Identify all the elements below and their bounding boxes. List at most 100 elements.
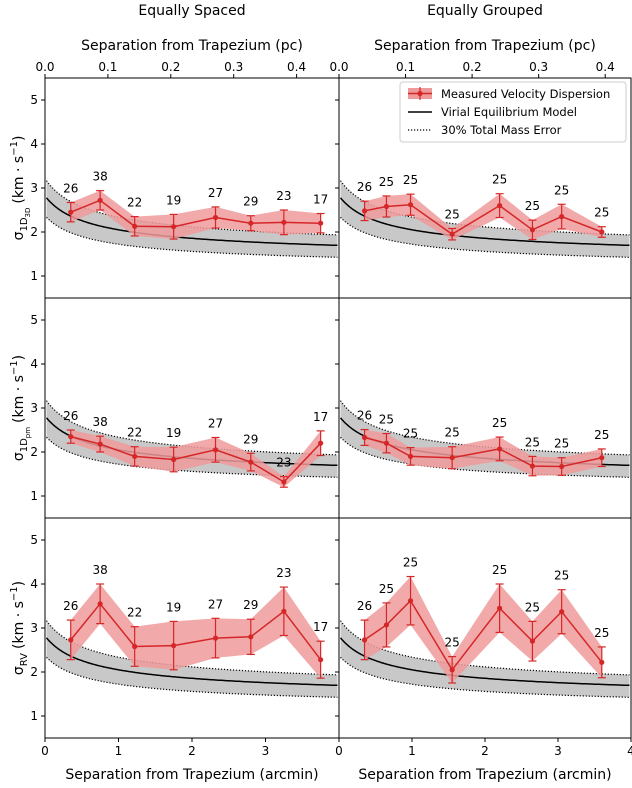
bottom-tick-label: 3 [262,744,270,758]
measured-line [364,203,603,236]
bottom-tick-label: 4 [627,744,632,758]
measured-band [70,430,321,488]
model-upper-bound [340,620,630,676]
count-label: 25 [492,563,507,577]
y-label-unit: (km · s [11,601,27,649]
model-line [45,197,338,247]
count-label: 38 [92,563,107,577]
y-tick-label: 3 [30,401,38,415]
measured-line [70,435,322,483]
count-label: 25 [554,437,569,451]
data-point [383,440,390,446]
top-axis-label-right: Separation from Trapezium (pc) [374,38,596,54]
y-label-unit: (km · s [11,156,27,204]
y-tick-label: 3 [30,181,38,195]
data-point [559,214,565,220]
bottom-tick-label: 0 [41,744,49,758]
column-title-left: Equally Spaced [138,3,245,19]
legend-error-label: 30% Total Mass Error [441,123,562,137]
measured-band [364,193,602,240]
count-label: 25 [594,428,609,442]
data-point [97,197,103,203]
top-axis-label-left: Separation from Trapezium (pc) [81,38,303,54]
data-point [559,463,565,470]
y-tick-label: 1 [30,489,38,503]
data-point [97,441,103,447]
data-point [559,609,565,615]
panel-frame [44,77,340,299]
data-point [361,208,368,214]
bottom-tick-label: 1 [115,744,123,758]
data-point [68,209,74,215]
model-error-band [46,620,338,698]
panel-1-1: 26 25 25 25 25 25 25 25 [335,297,632,519]
measured-band [70,584,321,679]
count-label: 27 [208,597,223,611]
count-label: 26 [357,599,372,613]
column-title-right: Equally Grouped [427,3,543,19]
panel-plot-area [339,575,630,698]
panel-plot-area [45,400,338,488]
bottom-tick-label: 1 [408,744,416,758]
y-label-subsub: pm [24,427,32,438]
data-point [407,202,414,208]
data-point [212,447,219,453]
count-label: 26 [63,409,78,423]
y-label-sub: 1D [19,217,30,231]
panel-plot-area [45,180,338,258]
y-label-sub: RV [19,653,30,666]
model-line [45,637,338,687]
model-line [339,637,630,687]
count-label: 17 [313,193,328,207]
count-label: 19 [166,426,181,440]
data-point [449,231,455,237]
data-point [132,643,138,650]
count-label: 27 [208,186,223,200]
bottom-tick-label: 2 [481,744,489,758]
count-label: 38 [92,170,107,184]
bottom-axis-label-left: Separation from Trapezium (arcmin) [65,767,318,783]
count-label: 29 [243,195,258,209]
count-label: 25 [379,175,394,189]
count-label: 17 [313,410,328,424]
count-label: 26 [63,599,78,613]
legend: Measured Velocity Dispersion Virial Equi… [399,81,627,143]
model-error-band [46,180,338,258]
count-label: 22 [127,606,142,620]
model-lower-bound [340,436,630,478]
data-point [132,453,138,459]
legend-model-label: Virial Equilibrium Model [441,105,577,119]
data-point [212,214,219,221]
data-point [529,463,536,469]
count-label: 25 [445,207,460,221]
data-point [132,223,138,229]
top-tick-label: 0.4 [596,60,615,74]
count-label: 25 [492,173,507,187]
count-label: 19 [166,193,181,207]
top-tick-label: 0.2 [161,60,180,74]
data-point [97,601,103,607]
measured-line [364,436,602,468]
count-label: 25 [554,569,569,583]
y-tick-label: 3 [30,621,38,635]
data-point [449,667,455,673]
model-lower-bound [46,656,338,698]
top-tick-label: 0.4 [287,60,306,74]
y-label-close: ) [11,136,27,141]
y-label-exp: −1 [9,141,20,156]
y-axis-label: σ1D3D (km · s−1) [9,136,32,241]
data-point [318,220,324,226]
data-point [171,456,177,463]
count-label: 25 [445,636,460,650]
measured-line [70,199,321,228]
data-point [361,637,368,643]
data-point [407,598,414,604]
count-label: 25 [445,426,460,440]
data-point [383,203,390,210]
data-point [248,459,254,465]
data-point [407,453,414,459]
count-label: 25 [554,183,569,197]
data-point [497,605,503,611]
